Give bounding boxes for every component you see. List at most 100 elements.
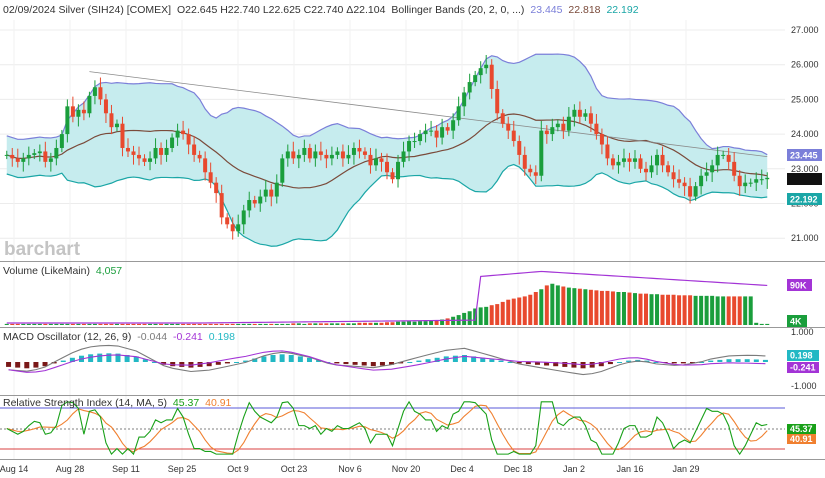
volume-bar[interactable] xyxy=(429,320,434,325)
macd-hist-bar[interactable] xyxy=(726,359,732,362)
volume-bar[interactable] xyxy=(677,295,682,325)
volume-bar[interactable] xyxy=(759,323,764,325)
volume-bar[interactable] xyxy=(577,288,582,325)
volume-bar[interactable] xyxy=(737,296,742,325)
volume-bar[interactable] xyxy=(704,295,709,325)
candle-body[interactable] xyxy=(732,161,737,176)
volume-bar[interactable] xyxy=(181,323,186,325)
volume-bar[interactable] xyxy=(225,323,230,325)
volume-bar[interactable] xyxy=(666,294,671,325)
candle-body[interactable] xyxy=(324,154,329,159)
macd-hist-bar[interactable] xyxy=(316,359,322,362)
volume-bar[interactable] xyxy=(214,323,219,325)
volume-bar[interactable] xyxy=(197,323,202,325)
volume-bar[interactable] xyxy=(351,323,356,325)
volume-bar[interactable] xyxy=(137,323,142,325)
candle-body[interactable] xyxy=(616,161,621,166)
macd-hist-bar[interactable] xyxy=(124,355,130,362)
candle-body[interactable] xyxy=(429,130,434,132)
candle-body[interactable] xyxy=(473,75,478,83)
macd-hist-bar[interactable] xyxy=(516,362,522,364)
volume-bar[interactable] xyxy=(32,323,37,325)
candle-body[interactable] xyxy=(70,106,75,117)
volume-bar[interactable] xyxy=(175,323,180,325)
volume-bar[interactable] xyxy=(445,318,450,325)
macd-hist-bar[interactable] xyxy=(653,362,659,363)
volume-bar[interactable] xyxy=(440,319,445,326)
candle-body[interactable] xyxy=(588,113,593,124)
candle-body[interactable] xyxy=(247,200,252,211)
volume-bar[interactable] xyxy=(21,323,26,325)
macd-hist-bar[interactable] xyxy=(261,356,267,362)
candle-body[interactable] xyxy=(726,154,731,162)
volume-bar[interactable] xyxy=(313,323,318,325)
candle-body[interactable] xyxy=(550,127,555,135)
rsi-line[interactable] xyxy=(6,400,768,456)
volume-bar[interactable] xyxy=(418,321,423,325)
volume-bar[interactable] xyxy=(561,286,566,326)
candle-body[interactable] xyxy=(462,92,467,107)
volume-bar[interactable] xyxy=(48,323,53,325)
candle-body[interactable] xyxy=(577,109,582,117)
volume-bar[interactable] xyxy=(583,289,588,325)
upper-band-line[interactable] xyxy=(6,53,768,156)
macd-hist-bar[interactable] xyxy=(69,357,75,362)
volume-bar[interactable] xyxy=(721,296,726,325)
macd-hist-bar[interactable] xyxy=(97,353,103,362)
candle-body[interactable] xyxy=(666,165,671,173)
candle-body[interactable] xyxy=(599,134,604,145)
candle-body[interactable] xyxy=(539,130,544,176)
candle-body[interactable] xyxy=(517,141,522,155)
volume-bar[interactable] xyxy=(219,323,224,325)
candle-body[interactable] xyxy=(660,154,665,166)
volume-bar[interactable] xyxy=(247,323,252,325)
volume-bar[interactable] xyxy=(693,295,698,325)
candle-body[interactable] xyxy=(225,217,230,225)
volume-bar[interactable] xyxy=(638,293,643,325)
volume-bar[interactable] xyxy=(302,323,307,325)
candle-body[interactable] xyxy=(765,177,770,180)
candle-body[interactable] xyxy=(456,106,461,121)
volume-bar[interactable] xyxy=(732,296,737,325)
volume-bar[interactable] xyxy=(120,323,125,325)
macd-hist-bar[interactable] xyxy=(553,362,559,367)
volume-bar[interactable] xyxy=(340,323,345,325)
macd-hist-bar[interactable] xyxy=(644,360,650,362)
volume-bar[interactable] xyxy=(373,322,378,325)
candle-body[interactable] xyxy=(572,109,577,117)
candle-body[interactable] xyxy=(621,158,626,162)
candle-body[interactable] xyxy=(120,123,125,148)
candle-body[interactable] xyxy=(390,172,395,180)
macd-hist-bar[interactable] xyxy=(106,353,112,362)
candle-body[interactable] xyxy=(153,147,158,159)
volume-bar[interactable] xyxy=(390,322,395,325)
drawn-trendline[interactable] xyxy=(89,71,768,158)
rsi-lines[interactable] xyxy=(0,400,785,456)
volume-bar[interactable] xyxy=(252,323,257,325)
volume-bar[interactable] xyxy=(644,293,649,325)
macd-hist-bar[interactable] xyxy=(699,362,705,363)
macd-hist-bar[interactable] xyxy=(598,362,604,367)
candle-body[interactable] xyxy=(236,224,241,232)
volume-bar[interactable] xyxy=(81,323,86,325)
volume-bar[interactable] xyxy=(241,323,246,325)
macd-hist-bar[interactable] xyxy=(626,360,632,362)
candle-body[interactable] xyxy=(4,154,9,156)
candle-body[interactable] xyxy=(357,147,362,152)
volume-bar[interactable] xyxy=(15,323,20,325)
macd-hist-bar[interactable] xyxy=(480,357,486,362)
macd-histogram[interactable] xyxy=(6,344,768,376)
volume-bar[interactable] xyxy=(164,323,169,325)
volume-bar[interactable] xyxy=(379,322,384,325)
macd-hist-bar[interactable] xyxy=(297,356,303,362)
volume-bar[interactable] xyxy=(682,295,687,325)
volume-bar[interactable] xyxy=(296,323,301,325)
candle-body[interactable] xyxy=(484,64,489,69)
volume-bar[interactable] xyxy=(522,296,527,325)
candle-body[interactable] xyxy=(412,141,417,143)
volume-bar[interactable] xyxy=(511,298,516,325)
candle-body[interactable] xyxy=(329,154,334,159)
volume-bar[interactable] xyxy=(170,323,175,325)
candle-body[interactable] xyxy=(396,161,401,180)
candle-body[interactable] xyxy=(528,168,533,173)
